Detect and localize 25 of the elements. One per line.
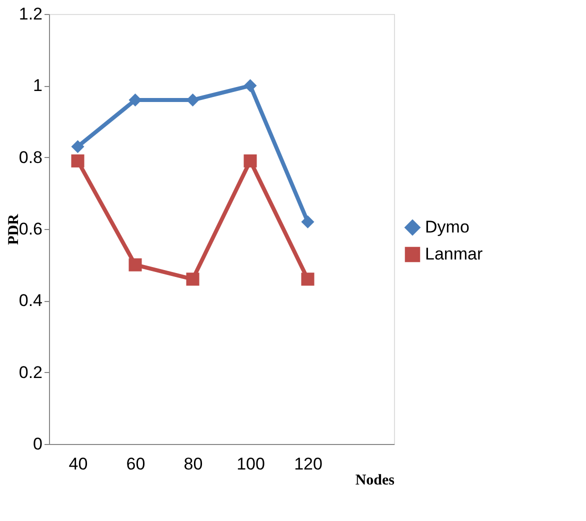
y-tick-label: 0: [33, 434, 42, 454]
point: [71, 154, 84, 168]
legend-label: Lanmar: [425, 244, 483, 264]
x-tick-label: 40: [68, 454, 88, 474]
x-tick-label: 60: [126, 454, 146, 474]
point: [128, 93, 142, 107]
y-tick-label: 0.8: [18, 148, 42, 167]
x-tick-label: 100: [236, 454, 265, 474]
point: [244, 79, 257, 92]
point: [128, 258, 142, 272]
x-tick-label: 80: [184, 454, 203, 474]
point: [186, 93, 200, 107]
y-tick-label: 0.2: [18, 362, 42, 382]
y-tick-label: 0.6: [18, 220, 42, 238]
y-tick-label: 1.2: [18, 4, 42, 24]
legend-label: Dymo: [425, 218, 470, 236]
point: [301, 272, 314, 286]
point: [301, 215, 314, 228]
point: [186, 272, 200, 286]
point: [71, 140, 84, 154]
x-tick-label: 120: [294, 454, 322, 474]
x-axis-title: Nodes: [355, 472, 395, 488]
y-tick-label: 1: [33, 76, 42, 96]
y-tick-label: 0.4: [18, 291, 42, 310]
point: [244, 154, 257, 168]
